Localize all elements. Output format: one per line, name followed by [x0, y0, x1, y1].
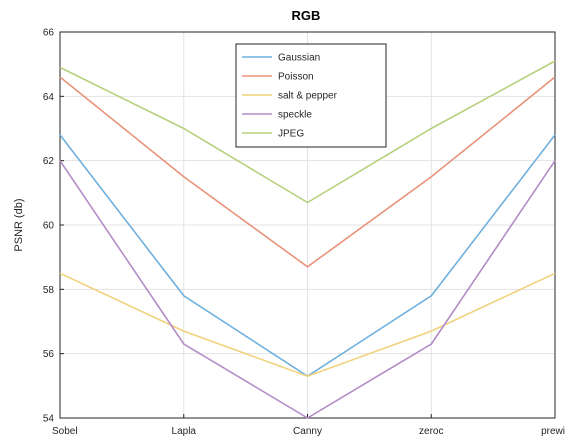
series-line-speckle [59, 160, 556, 419]
y-tick-label: 62 [43, 156, 55, 167]
y-tick-label: 56 [43, 349, 55, 360]
y-tick-label: 54 [43, 414, 55, 425]
legend-label: Poisson [278, 72, 314, 83]
x-tick-label: zeroc [419, 426, 443, 437]
series-lines [59, 60, 556, 419]
x-tick-label: prewi [541, 426, 565, 437]
series-line-salt-pepper [59, 272, 556, 378]
chart-title: RGB [292, 8, 321, 23]
x-tick-label: Lapla [172, 426, 197, 437]
y-tick-label: 58 [43, 285, 55, 296]
y-axis-label: PSNR (db) [13, 198, 25, 251]
y-tick-label: 66 [43, 28, 55, 39]
y-tick-label: 60 [43, 221, 55, 232]
series-line-jpeg [59, 60, 556, 204]
x-tick-label: Canny [293, 426, 322, 437]
legend: Gaussian Poisson salt & pepper speckle JPEG [235, 43, 387, 148]
legend-label: JPEG [278, 129, 304, 140]
x-tick-label: Sobel [52, 426, 78, 437]
legend-label: Gaussian [278, 53, 320, 64]
y-tick-label: 64 [43, 92, 55, 103]
legend-label: speckle [278, 110, 312, 121]
series-line-poisson [59, 76, 556, 268]
y-axis-ticks: 54 56 58 60 62 64 66 [43, 28, 64, 425]
legend-label: salt & pepper [278, 91, 338, 102]
